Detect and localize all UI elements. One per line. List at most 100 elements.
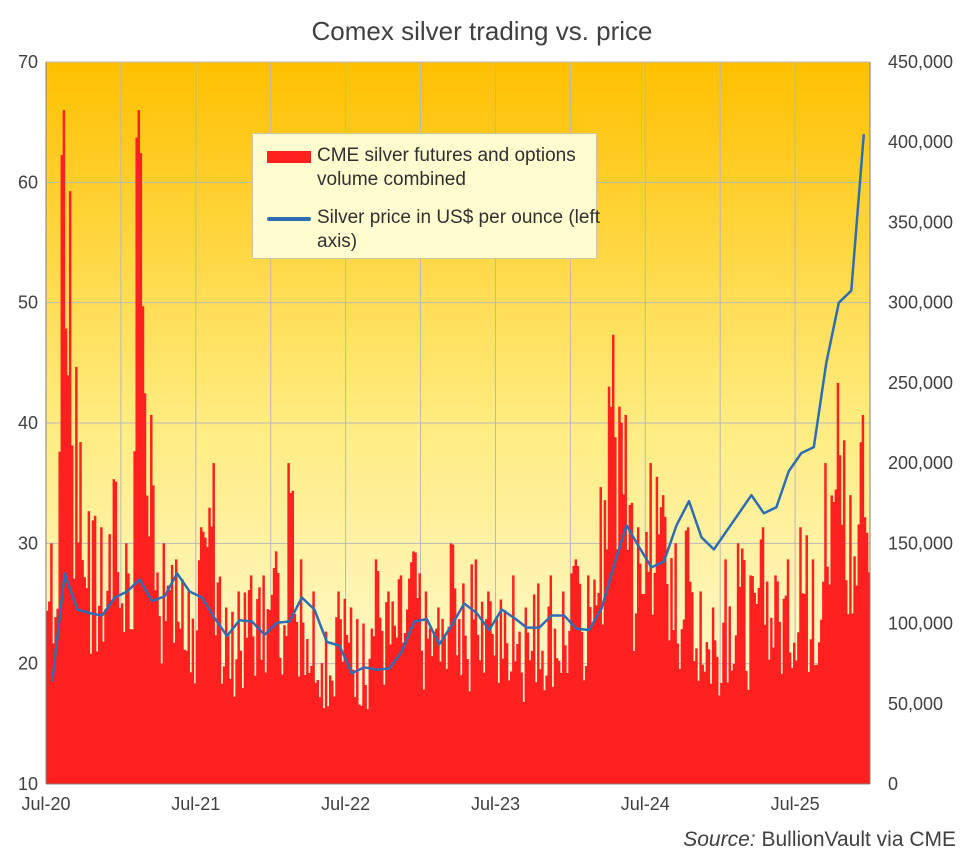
volume-bar [141, 306, 145, 784]
volume-bar [289, 492, 292, 784]
volume-bar [116, 572, 120, 784]
volume-bar [285, 635, 288, 784]
volume-bar [472, 619, 476, 784]
volume-bar [102, 641, 105, 784]
volume-bar [524, 607, 528, 784]
volume-bar [260, 659, 263, 784]
volume-bar [605, 549, 609, 784]
volume-bar [93, 515, 97, 784]
volume-bar [368, 658, 372, 784]
volume-bar [135, 137, 138, 785]
volume-bar [641, 594, 644, 784]
volume-bar [865, 532, 869, 784]
volume-bar [183, 649, 186, 784]
volume-bar [189, 672, 193, 784]
volume-bar [699, 591, 702, 784]
volume-bar [362, 623, 365, 784]
volume-bar [545, 675, 548, 784]
volume-bar [106, 590, 109, 784]
volume-bar [283, 625, 286, 784]
left-tick-label: 10 [18, 774, 38, 794]
volume-bar [580, 632, 584, 784]
volume-bar [52, 643, 55, 784]
volume-bar [668, 640, 671, 784]
left-tick-label: 70 [18, 52, 38, 72]
volume-bar [522, 701, 525, 784]
volume-bar [659, 507, 663, 784]
volume-bar [861, 414, 865, 784]
volume-bar [455, 655, 459, 784]
volume-bar [428, 628, 432, 784]
volume-bar [158, 616, 161, 784]
volume-bar [268, 610, 272, 784]
volume-bar [453, 588, 457, 784]
volume-bar [593, 579, 596, 784]
volume-bar [847, 614, 850, 784]
volume-bar [747, 689, 750, 784]
volume-bar [732, 664, 736, 784]
volume-bar [152, 485, 155, 784]
volume-bar [129, 629, 132, 784]
volume-bar [216, 582, 220, 784]
volume-bar [551, 686, 555, 784]
volume-bar [191, 618, 195, 784]
volume-bar [160, 663, 163, 784]
volume-bar [403, 633, 407, 784]
volume-bar [376, 570, 380, 784]
volume-bar [480, 601, 484, 784]
volume-bar [655, 476, 659, 784]
volume-bar [697, 680, 700, 784]
volume-bar [264, 672, 267, 784]
volume-bar [347, 642, 351, 784]
volume-bar [724, 559, 727, 784]
volume-bar [204, 537, 207, 784]
volume-bar [487, 591, 490, 784]
x-tick-label: Jul-24 [621, 794, 670, 814]
volume-bar [112, 479, 116, 784]
right-tick-label: 400,000 [888, 132, 953, 152]
volume-bar [530, 650, 534, 784]
volume-bar [768, 659, 771, 784]
volume-bar [520, 672, 523, 784]
volume-bar [316, 679, 319, 784]
volume-bar [555, 658, 559, 784]
volume-bar [120, 603, 124, 784]
volume-bar [349, 607, 353, 784]
volume-bar [175, 559, 178, 784]
volume-bar [664, 516, 667, 784]
right-tick-label: 450,000 [888, 52, 953, 72]
volume-bar [620, 422, 623, 784]
volume-bar [803, 593, 806, 784]
volume-bar [212, 463, 215, 784]
volume-bar [181, 579, 184, 784]
volume-bar [757, 587, 761, 784]
volume-bar [478, 660, 482, 784]
volume-bar [195, 630, 199, 784]
volume-bar [166, 585, 170, 784]
volume-bar [272, 568, 276, 784]
volume-bar [245, 637, 249, 784]
volume-bar [499, 599, 503, 784]
volume-bar [364, 684, 367, 784]
volume-bar [435, 628, 438, 784]
volume-bar [713, 640, 717, 784]
x-tick-label: Jul-22 [321, 794, 370, 814]
volume-bar [337, 591, 340, 784]
volume-bar [736, 543, 740, 784]
volume-bar [279, 657, 282, 784]
volume-bar [210, 526, 213, 784]
volume-bar [772, 647, 775, 784]
volume-bar [601, 624, 605, 784]
volume-bar [162, 543, 166, 784]
volume-bar [164, 621, 168, 784]
volume-bar [512, 575, 515, 784]
volume-bar [252, 636, 255, 784]
volume-bar [391, 601, 394, 784]
volume-bar [341, 661, 344, 784]
volume-bar [397, 579, 401, 784]
volume-bar [468, 691, 471, 784]
volume-bar [676, 643, 679, 784]
x-tick-label: Jul-23 [471, 794, 520, 814]
volume-bar [576, 566, 580, 784]
volume-bar [125, 543, 128, 784]
